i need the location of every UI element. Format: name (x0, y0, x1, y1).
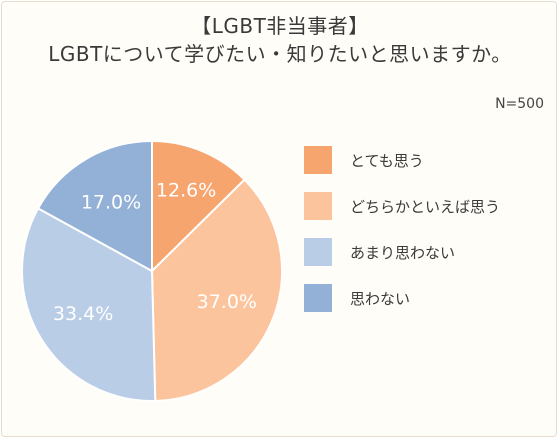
legend-swatch-1 (304, 146, 332, 174)
legend-label-2: どちらかといえば思う (350, 197, 501, 216)
legend-label-3: あまり思わない (350, 243, 456, 262)
legend-item-1: とても思う (304, 146, 500, 174)
chart-title-line-1: 【LGBT非当事者】 (191, 14, 369, 38)
chart-title: 【LGBT非当事者】 LGBTについて学びたい・知りたいと思いますか。 (0, 12, 560, 68)
chart-title-line-2: LGBTについて学びたい・知りたいと思いますか。 (48, 42, 512, 66)
pie-slice-3 (20, 207, 157, 402)
legend-item-4: 思わない (304, 284, 500, 312)
sample-size-label: N=500 (495, 96, 544, 112)
legend-label-1: とても思う (350, 151, 424, 170)
legend-swatch-2 (304, 192, 332, 220)
pie-slice-4 (36, 139, 153, 273)
pie-slice-label-1: 12.6% (156, 179, 216, 201)
pie-slice-label-3: 33.4% (53, 303, 113, 325)
pie-slice-1 (151, 139, 246, 274)
pie-slice-label-2: 37.0% (197, 291, 257, 313)
legend-item-3: あまり思わない (304, 238, 500, 266)
pie-slice-2 (150, 178, 283, 402)
legend-swatch-3 (304, 238, 332, 266)
legend-swatch-4 (304, 284, 332, 312)
pie-slice-label-4: 17.0% (81, 192, 141, 214)
legend-item-2: どちらかといえば思う (304, 192, 500, 220)
legend-label-4: 思わない (350, 289, 411, 308)
legend: とても思うどちらかといえば思う あまり思わない 思わない (304, 146, 500, 330)
